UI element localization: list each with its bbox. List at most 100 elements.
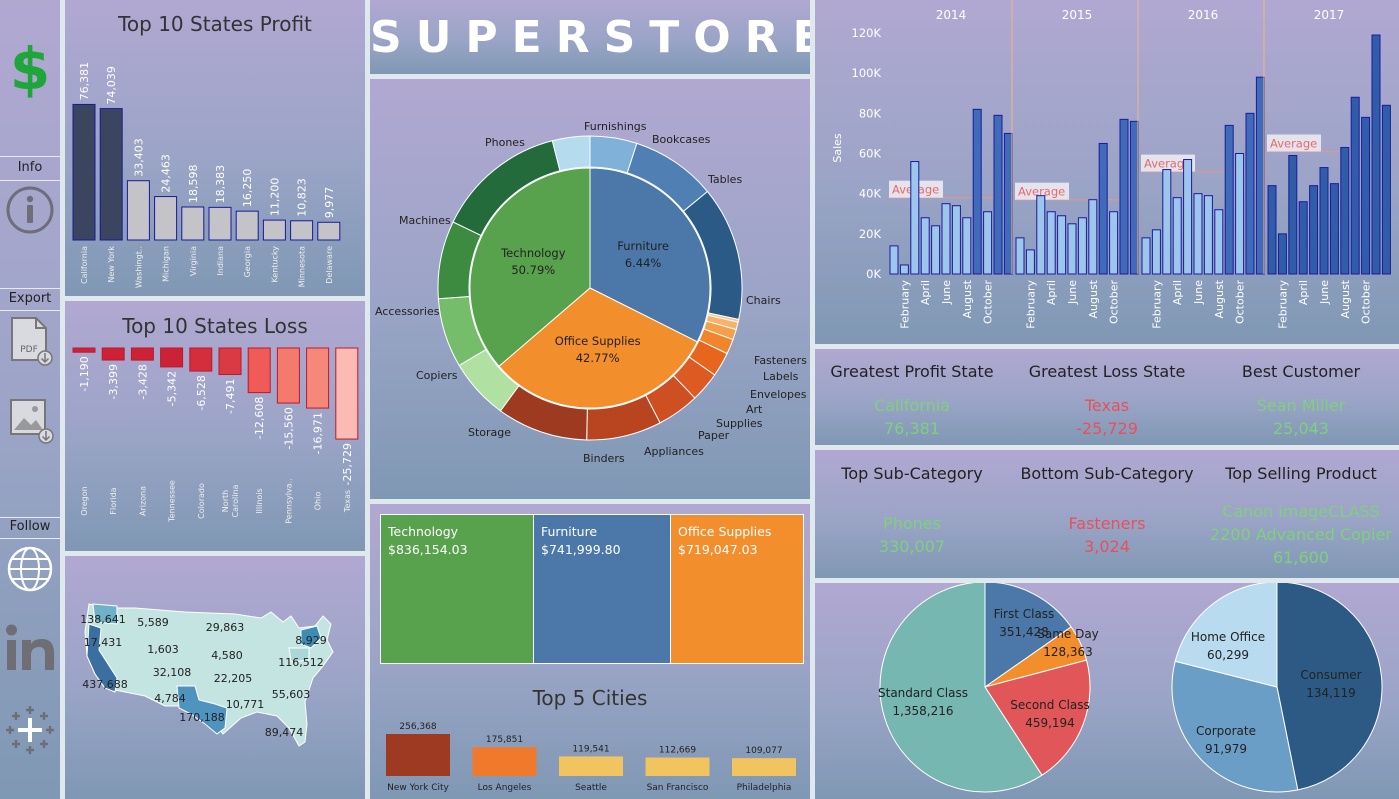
month-tick-label: August [1339,279,1352,318]
sunburst-subcategory-label: Art [746,403,763,416]
kpi-top-subcategory-label: Top Sub-Category [841,464,983,483]
sunburst-subcategory-label: Envelopes [750,388,807,401]
city-name-label: Philadelphia [737,783,792,793]
profit-bar-value: 9,977 [323,187,336,219]
pie-slice-value: 351,428 [999,625,1049,639]
map-value-label: 116,512 [278,656,324,669]
top-cities-bar-chart: 256,368 New York City 175,851 Los Angeles 11… [386,722,796,793]
kpi-top-product-value: 61,600 [1273,548,1329,567]
loss-bar-value: -3,428 [136,364,149,399]
month-tick-label: February [1024,280,1037,329]
monthly-sales-bar [1025,249,1035,275]
city-bar-value: 112,669 [659,746,696,756]
dollar-icon: $ [9,35,51,103]
sunburst-subcategory-label: Storage [468,426,511,439]
monthly-sales-bar [1046,211,1056,275]
profit-bar [290,220,314,241]
city-bar-value: 109,077 [745,746,782,756]
page-title: SUPERSTORE [370,12,810,63]
category-sunburst-chart: Furniture 6.44% Office Supplies 42.77% Techn… [375,120,807,465]
city-bar [559,756,623,776]
monthly-sales-bar [1077,217,1087,275]
city-bar-value: 119,541 [572,744,609,754]
loss-state-label: Colorado [197,483,206,519]
sidebar: $ Info Export PDF Follow [0,0,60,799]
monthly-sales-bar [1277,233,1287,275]
pie-slice [1174,583,1278,688]
monthly-sales-bar [1203,195,1213,275]
map-value-label: 17,431 [84,636,123,649]
average-label: Average [1144,157,1191,171]
kpi-panel-1: Greatest Profit State California 76,381 … [815,349,1399,445]
kpi-best-customer-label: Best Customer [1241,362,1361,381]
profit-state-label: Washingt.. [134,246,143,288]
kpi-profit-state-value: 76,381 [884,419,940,438]
monthly-sales-bar [910,161,920,275]
treemap-office-supplies-label: Office Supplies [678,524,772,539]
pie-slice [1171,660,1299,793]
profit-state-label: Minnesota [298,246,307,287]
city-bar [645,757,710,776]
profit-bar [72,103,96,241]
city-bar-value: 256,368 [399,722,436,732]
y-axis-tick-label: 100K [852,66,882,80]
sunburst-category-label: Furniture [617,239,669,253]
loss-state-label: Tennessee [168,480,177,523]
kpi-best-customer-name: Sean Miller [1256,396,1346,415]
info-icon[interactable] [5,185,55,235]
loss-bar [130,347,154,361]
monthly-sales-bar [972,108,982,275]
profit-bar-value: 76,381 [78,62,91,101]
monthly-sales-bar [1172,197,1182,275]
city-name-label: San Francisco [647,783,709,793]
profit-bar [317,221,341,241]
divider [0,310,60,311]
loss-bar [189,347,213,372]
sunburst-category-label: Office Supplies [555,334,641,348]
sunburst-category-pct: 50.79% [511,263,555,277]
profit-panel: Top 10 States Profit 76,381 California 74,… [65,0,365,296]
year-label: 2015 [1062,8,1093,22]
month-tick-label: October [1234,280,1247,324]
divider [0,517,60,518]
us-map-shape [84,603,334,747]
loss-bar [160,347,184,368]
monthly-sales-bar [1381,104,1391,275]
profit-bar-value: 10,823 [296,178,309,217]
sunburst-subcategory-label: Bookcases [652,133,711,146]
texas-shape [176,685,228,735]
image-export-icon[interactable] [8,394,56,446]
pie-slice-label: First Class [994,607,1055,621]
kpi-bottom-subcategory-value: 3,024 [1084,537,1130,556]
treemap-furniture[interactable]: Furniture $741,999.80 [533,514,671,664]
pie-slice-value: 459,194 [1025,716,1075,730]
profit-bar [262,219,286,241]
profit-chart-title: Top 10 States Profit [118,12,312,36]
profit-bar-value: 18,598 [187,164,200,203]
month-tick-label: February [898,280,911,329]
export-label: Export [8,291,52,306]
month-tick-label: June [1066,280,1079,305]
monthly-sales-bar [1141,237,1151,275]
loss-bar [247,347,271,394]
kpi-top-product-name-line2: 2200 Advanced Copier [1210,525,1392,544]
average-label-box [1015,182,1069,200]
divider [0,538,60,539]
kpi-loss-state-value: -25,729 [1076,419,1138,438]
kpi-loss-state-label: Greatest Loss State [1028,362,1186,381]
monthly-sales-bar [889,245,899,275]
globe-icon[interactable] [6,545,54,593]
kpi-profit-state-label: Greatest Profit State [830,362,994,381]
linkedin-icon[interactable] [4,622,56,674]
tableau-icon[interactable] [4,704,56,756]
city-bar [732,758,796,776]
monthly-sales-bar [1340,146,1350,275]
pies-panel: First Class 351,428 Same Day 128,363 Second … [815,583,1399,799]
treemap-office-supplies[interactable]: Office Supplies $719,047.03 [670,514,804,664]
profit-bar-value: 33,403 [132,138,145,177]
monthly-sales-panel: 0K 20K 40K 60K 80K 100K 120K Sales 2014 Average Fe… [815,0,1399,344]
pdf-export-icon[interactable]: PDF [8,316,54,368]
us-state-map[interactable]: 138,641 5,589 29,863 17,431 1,603 8,929 4,580 1… [65,556,365,799]
sunburst-category-pct: 6.44% [625,256,662,270]
pie-slice-label: Corporate [1196,724,1256,738]
